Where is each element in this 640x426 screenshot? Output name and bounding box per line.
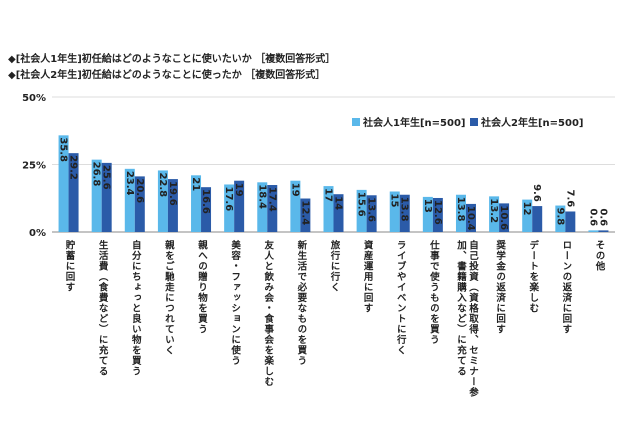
bar bbox=[522, 199, 533, 232]
x-tick-label: 友人と飲み会・食事会を楽しむ bbox=[262, 240, 274, 387]
value-label: 13 bbox=[422, 199, 433, 213]
bar bbox=[167, 179, 178, 232]
bar bbox=[366, 195, 377, 232]
value-label: 17.4 bbox=[266, 187, 277, 212]
x-tick-label: 美容・ファッションに使う bbox=[229, 240, 241, 366]
bar bbox=[399, 194, 410, 232]
value-label: 17.6 bbox=[223, 186, 234, 211]
bar bbox=[300, 198, 311, 232]
value-label: 0.6 bbox=[587, 208, 598, 226]
bar bbox=[157, 170, 168, 232]
bar bbox=[432, 197, 443, 232]
bar bbox=[224, 184, 235, 232]
value-label: 19.6 bbox=[167, 181, 178, 206]
value-label: 12.6 bbox=[432, 200, 443, 225]
x-tick-label: 奨学金の返済に回す bbox=[494, 240, 506, 335]
y-tick-label: 25% bbox=[22, 161, 46, 172]
value-label: 29.2 bbox=[68, 155, 79, 180]
bar bbox=[389, 191, 400, 232]
bar bbox=[565, 211, 576, 232]
x-tick-label: ライブやイベントに行く bbox=[394, 240, 406, 356]
value-label: 13.8 bbox=[399, 197, 410, 222]
value-label: 13.8 bbox=[455, 197, 466, 222]
x-tick-label: 親をご馳走につれていく bbox=[162, 240, 174, 356]
x-tick-label: 資産運用に回す bbox=[361, 240, 373, 314]
value-label: 19 bbox=[233, 183, 244, 197]
bar bbox=[422, 196, 433, 232]
bar bbox=[532, 206, 543, 232]
y-tick-label: 0% bbox=[29, 228, 46, 239]
title-line: ◆[社会人1年生]初任給はどのようなことに使いたいか ［複数回答形式］ bbox=[8, 52, 335, 65]
x-tick-label: 親への贈り物を買う bbox=[196, 240, 208, 335]
value-label: 15.6 bbox=[356, 192, 367, 217]
value-label: 7.6 bbox=[564, 189, 575, 207]
value-label: 9.6 bbox=[531, 184, 542, 202]
title-line: ◆[社会人2年生]初任給はどのようなことに使ったか ［複数回答形式］ bbox=[8, 68, 325, 81]
bar bbox=[455, 194, 466, 232]
value-label: 17 bbox=[323, 188, 334, 202]
bar bbox=[356, 189, 367, 232]
value-label: 10.4 bbox=[465, 206, 476, 231]
bar bbox=[499, 203, 510, 232]
value-label: 22.8 bbox=[157, 172, 168, 197]
value-label: 20.6 bbox=[134, 178, 145, 203]
bar bbox=[257, 182, 268, 232]
bar bbox=[58, 135, 69, 232]
bar bbox=[465, 203, 476, 232]
value-label: 18.4 bbox=[256, 184, 267, 209]
bar bbox=[555, 205, 566, 232]
bar bbox=[124, 168, 135, 232]
bar bbox=[68, 153, 79, 232]
x-tick-label: 生活費（食費など）に充てる bbox=[96, 240, 108, 377]
value-label: 13.6 bbox=[366, 197, 377, 222]
bar bbox=[101, 162, 112, 232]
legend-swatch bbox=[470, 118, 478, 126]
bar bbox=[134, 176, 145, 232]
value-label: 16.6 bbox=[200, 189, 211, 214]
value-label: 19 bbox=[289, 183, 300, 197]
value-label: 35.8 bbox=[58, 137, 69, 162]
x-tick-label: 自分にちょっと良い物を買う bbox=[129, 240, 141, 377]
x-tick-label: デートを楽しむ bbox=[527, 240, 539, 314]
bar bbox=[267, 185, 278, 232]
value-label: 14 bbox=[333, 196, 344, 210]
bar bbox=[333, 194, 344, 232]
bar bbox=[290, 180, 301, 232]
bar bbox=[191, 175, 202, 232]
bar bbox=[489, 196, 500, 232]
y-tick-label: 50% bbox=[22, 93, 46, 104]
bar bbox=[588, 230, 599, 232]
x-tick-label: 旅行に行く bbox=[328, 240, 340, 293]
value-label: 12.4 bbox=[299, 201, 310, 226]
x-tick-label: その他 bbox=[593, 240, 605, 272]
value-label: 13.2 bbox=[488, 198, 499, 223]
bar bbox=[91, 159, 102, 232]
legend-swatch bbox=[352, 118, 360, 126]
value-label: 23.4 bbox=[124, 171, 135, 196]
bar bbox=[598, 230, 609, 232]
x-tick-label: ローンの返済に回す bbox=[560, 240, 572, 335]
legend-label: 社会人1年生[n=500] bbox=[362, 116, 465, 129]
legend-label: 社会人2年生[n=500] bbox=[480, 116, 583, 129]
x-tick-label: 自己投資（資格取得、セミナー参加、書籍購入など）に充てる bbox=[454, 240, 478, 398]
x-tick-label: 貯蓄に回す bbox=[63, 240, 75, 293]
bar bbox=[323, 186, 334, 232]
bar bbox=[234, 180, 245, 232]
x-tick-label: 新生活で必要なものを買う bbox=[295, 240, 307, 366]
value-label: 21 bbox=[190, 177, 201, 191]
value-label: 10.6 bbox=[498, 205, 509, 230]
x-tick-label: 仕事で使うものを買う bbox=[427, 240, 439, 345]
value-label: 0.6 bbox=[597, 208, 608, 226]
bar bbox=[201, 187, 212, 232]
value-label: 9.8 bbox=[554, 208, 565, 226]
value-label: 15 bbox=[389, 194, 400, 208]
value-label: 26.8 bbox=[91, 162, 102, 187]
value-label: 25.6 bbox=[101, 165, 112, 190]
value-label: 12 bbox=[521, 202, 532, 216]
